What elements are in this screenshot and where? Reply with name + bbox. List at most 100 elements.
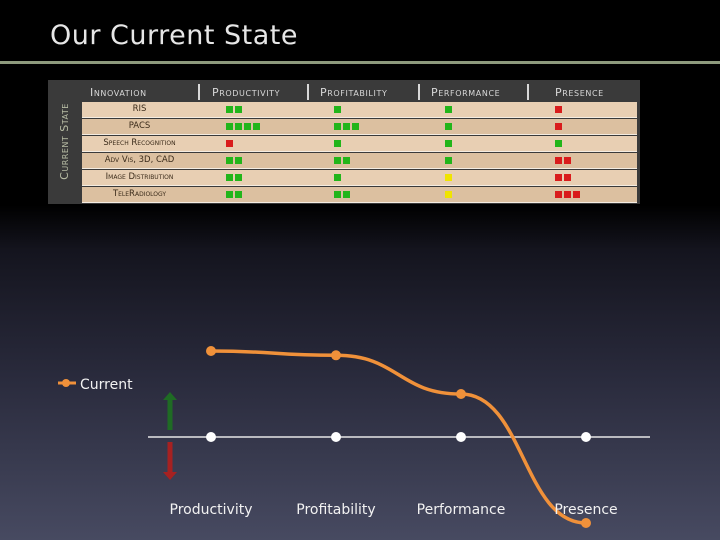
- column-separator: [307, 84, 309, 100]
- red-rating-square: [555, 123, 562, 130]
- matrix-row-label: PACS: [128, 121, 151, 131]
- rating-cell: [226, 140, 233, 147]
- baseline-point: [456, 432, 466, 442]
- green-rating-square: [445, 157, 452, 164]
- matrix-row: PACS: [82, 119, 637, 135]
- green-rating-square: [226, 157, 233, 164]
- rating-cell: [226, 157, 242, 164]
- yellow-rating-square: [445, 191, 452, 198]
- green-rating-square: [226, 174, 233, 181]
- green-rating-square: [343, 123, 350, 130]
- green-rating-square: [235, 174, 242, 181]
- rating-cell: [445, 174, 452, 181]
- column-header-presence: Presence: [555, 86, 604, 99]
- data-point-current: [581, 518, 591, 528]
- green-rating-square: [226, 106, 233, 113]
- green-rating-square: [235, 123, 242, 130]
- baseline-point: [331, 432, 341, 442]
- red-rating-square: [555, 191, 562, 198]
- red-rating-square: [564, 174, 571, 181]
- series-line-current: [210, 349, 587, 525]
- green-rating-square: [334, 191, 341, 198]
- column-separator: [527, 84, 529, 100]
- green-rating-square: [334, 174, 341, 181]
- column-separator: [418, 84, 420, 100]
- green-rating-square: [343, 191, 350, 198]
- data-point-current: [331, 350, 341, 361]
- rating-cell: [555, 174, 571, 181]
- rating-cell: [555, 140, 562, 147]
- green-rating-square: [253, 123, 260, 130]
- column-header-performance: Performance: [431, 86, 501, 99]
- red-rating-square: [573, 191, 580, 198]
- baseline-point: [206, 432, 216, 442]
- red-rating-square: [555, 174, 562, 181]
- x-tick-label: Productivity: [170, 502, 253, 518]
- legend-label-current: Current: [80, 377, 133, 393]
- x-tick-label: Presence: [554, 502, 617, 518]
- rating-cell: [555, 106, 562, 113]
- x-tick-label: Profitability: [296, 502, 375, 518]
- matrix-row-label: TeleRadiology: [112, 189, 167, 199]
- column-separator: [198, 84, 200, 100]
- down-arrow-icon: [163, 442, 177, 480]
- rating-cell: [334, 191, 350, 198]
- green-rating-square: [235, 106, 242, 113]
- rating-cell: [334, 106, 341, 113]
- green-rating-square: [334, 106, 341, 113]
- rating-cell: [445, 191, 452, 198]
- matrix-row: Speech Recognition: [82, 136, 637, 152]
- red-rating-square: [555, 157, 562, 164]
- column-header-productivity: Productivity: [212, 86, 281, 99]
- green-rating-square: [235, 157, 242, 164]
- matrix-row: Adv Vis, 3D, CAD: [82, 153, 637, 169]
- rating-cell: [445, 123, 452, 130]
- rating-cell: [445, 157, 452, 164]
- red-rating-square: [555, 106, 562, 113]
- yellow-rating-square: [445, 174, 452, 181]
- green-rating-square: [343, 157, 350, 164]
- green-rating-square: [445, 106, 452, 113]
- green-rating-square: [445, 140, 452, 147]
- red-rating-square: [226, 140, 233, 147]
- green-rating-square: [235, 191, 242, 198]
- rating-cell: [555, 191, 580, 198]
- green-rating-square: [226, 191, 233, 198]
- rating-cell: [334, 174, 341, 181]
- up-arrow-icon: [163, 392, 177, 430]
- rating-cell: [445, 140, 452, 147]
- rating-cell: [334, 123, 359, 130]
- green-rating-square: [445, 123, 452, 130]
- rating-cell: [226, 174, 242, 181]
- matrix-row: Image Distribution: [82, 170, 637, 186]
- green-rating-square: [244, 123, 251, 130]
- green-rating-square: [555, 140, 562, 147]
- data-point-current: [456, 389, 466, 399]
- matrix-row: RIS: [82, 102, 637, 118]
- baseline-point: [581, 432, 591, 442]
- red-rating-square: [564, 191, 571, 198]
- rating-cell: [226, 191, 242, 198]
- green-rating-square: [352, 123, 359, 130]
- title-divider: [0, 61, 720, 64]
- rating-cell: [334, 140, 341, 147]
- matrix-row-label: RIS: [132, 104, 147, 114]
- matrix-row-label: Image Distribution: [105, 172, 174, 182]
- green-rating-square: [334, 123, 341, 130]
- data-point-current: [206, 346, 216, 356]
- matrix-row-label: Speech Recognition: [103, 138, 176, 148]
- page-title: Our Current State: [50, 20, 299, 51]
- red-rating-square: [564, 157, 571, 164]
- green-rating-square: [226, 123, 233, 130]
- matrix-row-label: Adv Vis, 3D, CAD: [104, 155, 175, 165]
- x-tick-label: Performance: [417, 502, 506, 518]
- column-header-innovation: Innovation: [90, 86, 147, 99]
- green-rating-square: [334, 157, 341, 164]
- rating-cell: [226, 106, 242, 113]
- rating-cell: [226, 123, 260, 130]
- rating-cell: [555, 157, 571, 164]
- column-header-profitability: Profitability: [320, 86, 388, 99]
- rating-cell: [334, 157, 350, 164]
- matrix-row: TeleRadiology: [82, 187, 637, 203]
